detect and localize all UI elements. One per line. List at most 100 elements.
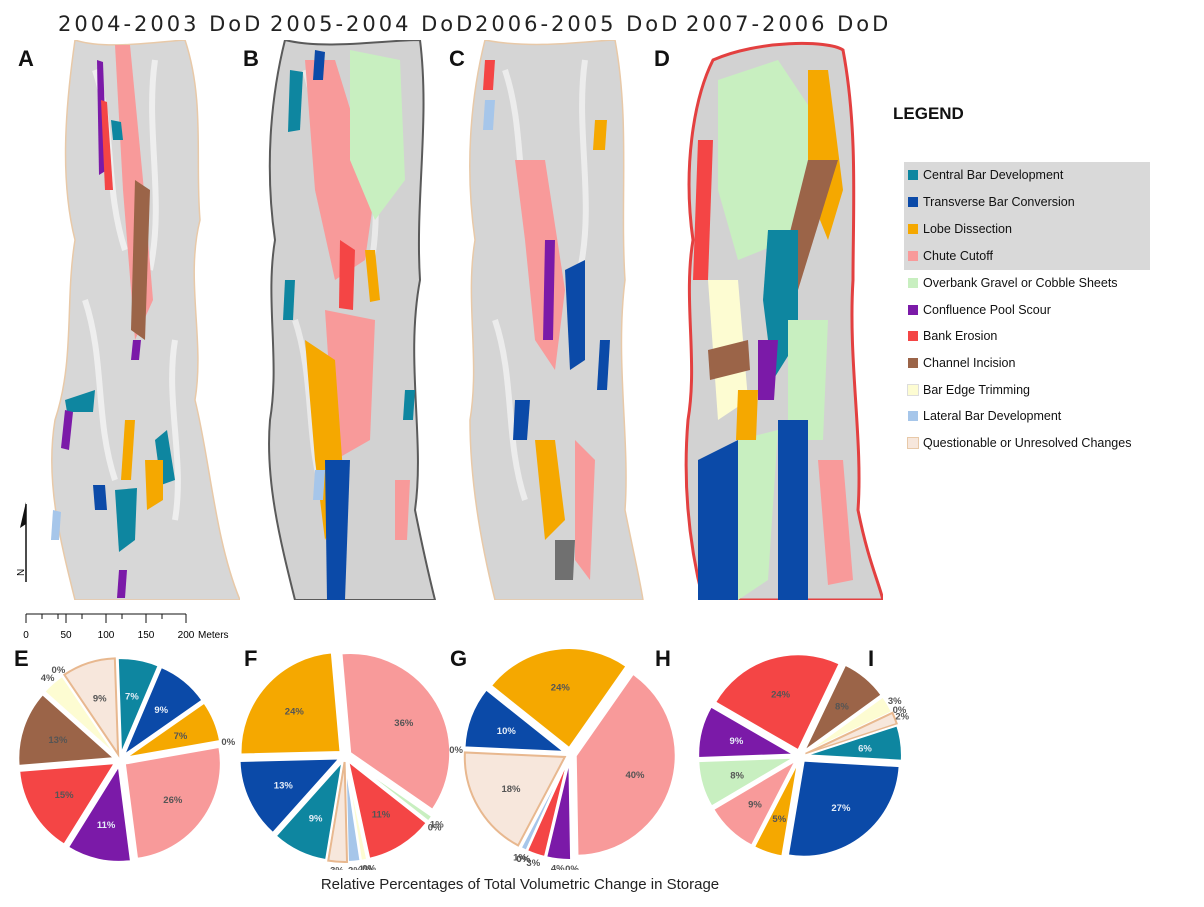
legend-swatch [908,251,918,261]
scale-bar: 0 50 100 150 200 Meters [23,613,229,641]
pie-label-e-3: 13% [48,735,68,746]
pie-label-f-8: 9% [309,813,323,824]
pie-slice-i-8 [711,757,799,847]
legend-swatch [907,437,919,449]
legend-label: Channel Incision [923,356,1016,370]
scale-tick-label: 100 [98,630,115,641]
north-arrow-icon: N [16,502,27,582]
legend-item-channel-incision: Channel Incision [908,353,1015,373]
pie-slice-f-8 [274,758,344,862]
pie-slice-i-10 [697,705,798,760]
scale-tick-label: 0 [23,630,29,641]
legend-swatch [908,278,918,288]
legend-swatch [908,170,918,180]
panel-letter-h: H [655,646,671,671]
pie-label-e-1: 11% [97,820,116,831]
pie-label-g-5: 0% [516,854,530,865]
pie-slice-f-0 [340,651,452,812]
pie-slice-i-5 [805,724,903,762]
pie-label-e-2: 15% [55,790,75,801]
panel-letter-i: I [868,646,875,671]
pie-label-e-7: 7% [125,692,139,703]
legend-highlight-box [904,162,1150,270]
legend-swatch [908,197,918,207]
legend-swatch [908,411,918,421]
panel-letter-c: C [449,46,465,71]
pie-label-i-9: 8% [730,770,744,781]
legend-item-central-bar: Central Bar Development [908,165,1063,185]
pie-slice-f-3 [346,758,429,861]
legend-item-lateral-bar: Lateral Bar Development [908,406,1061,426]
legend-item-transverse-bar: Transverse Bar Conversion [908,192,1075,212]
panel-title-c: 2006-2005 DoD [475,12,681,36]
pie-slice-e-2 [18,761,117,847]
river-map-c [469,40,644,600]
scale-tick-label: 150 [138,630,155,641]
legend-label: Chute Cutoff [923,249,993,263]
pie-label-e-5: 0% [52,665,66,676]
pie-label-f-9: 13% [274,781,294,792]
panel-letter-f: F [244,646,258,671]
pie-slice-i-0 [713,653,841,752]
river-map-d [684,41,883,600]
pie-slice-g-7 [463,751,567,847]
pie-label-g-3: 3% [526,858,540,869]
pie-label-g-0: 40% [625,770,645,781]
pie-label-f-5: 1% [359,864,373,870]
pie-label-i-7: 5% [772,814,786,825]
river-map-a [51,40,240,600]
pie-slice-i-9 [697,756,795,808]
pie-slice-e-1 [66,762,133,863]
pie-label-e-9: 7% [174,731,188,742]
panel-letter-d: D [654,46,670,71]
pie-slice-f-7 [327,761,349,863]
pie-label-e-8: 9% [154,705,168,716]
legend-swatch [908,305,918,315]
legend-label: Confluence Pool Scour [923,303,1051,317]
pie-slice-g-9 [463,688,568,754]
pie-label-g-8: 0% [449,745,463,756]
pie-label-f-0: 36% [394,718,414,729]
pie-label-f-10: 24% [285,707,305,718]
pie-slice-g-0 [574,672,677,857]
pie-label-f-6: 2% [348,866,362,870]
pie-slice-e-8 [121,665,204,759]
scale-tick-label: 50 [60,630,72,641]
pie-label-f-3: 11% [372,810,391,821]
pie-label-g-2: 4% [551,863,565,870]
pie-slice-f-9 [238,757,342,835]
legend-item-bar-edge: Bar Edge Trimming [907,380,1030,400]
pie-label-e-10: 0% [221,737,235,748]
pie-label-g-9: 10% [497,726,517,737]
pie-label-i-4: 2% [895,711,909,722]
pie-charts: 26%11%15%13%4%0%9% 7%9%7%0%36%1%0%11%0%1%… [17,647,910,870]
legend-label: Questionable or Unresolved Changes [923,436,1132,450]
pie-label-f-7: 3% [330,866,344,870]
pie-label-g-4: 0% [516,854,530,865]
pie-label-e-4: 4% [41,673,55,684]
panel-letter-e: E [14,646,29,671]
pie-slice-f-1 [349,758,434,823]
pie-label-f-4: 0% [362,863,376,870]
legend-label: Bar Edge Trimming [923,383,1030,397]
legend-title: LEGEND [893,104,964,123]
pie-label-i-6: 27% [831,803,851,814]
pie-label-g-6: 1% [513,853,527,864]
pie-label-e-6: 9% [93,694,107,705]
panel-letter-g: G [450,646,468,671]
pie-slice-g-2 [544,759,573,861]
figure-caption: Relative Percentages of Total Volumetric… [320,876,720,893]
legend-item-overbank: Overbank Gravel or Cobble Sheets [908,273,1118,293]
pie-label-i-2: 3% [888,696,902,707]
pie-label-i-10: 9% [730,736,744,747]
pie-label-i-1: 8% [835,702,849,713]
pie-label-e-0: 26% [163,795,183,806]
pie-slice-e-4 [42,674,117,757]
legend-item-chute-cutoff: Chute Cutoff [908,246,993,266]
pie-label-i-8: 9% [748,800,762,811]
pie-label-g-1: 0% [565,864,579,870]
legend-item-bank-erosion: Bank Erosion [908,326,997,346]
legend-label: Transverse Bar Conversion [923,195,1075,209]
pie-slice-g-6 [519,758,569,852]
legend-label: Bank Erosion [923,329,998,343]
